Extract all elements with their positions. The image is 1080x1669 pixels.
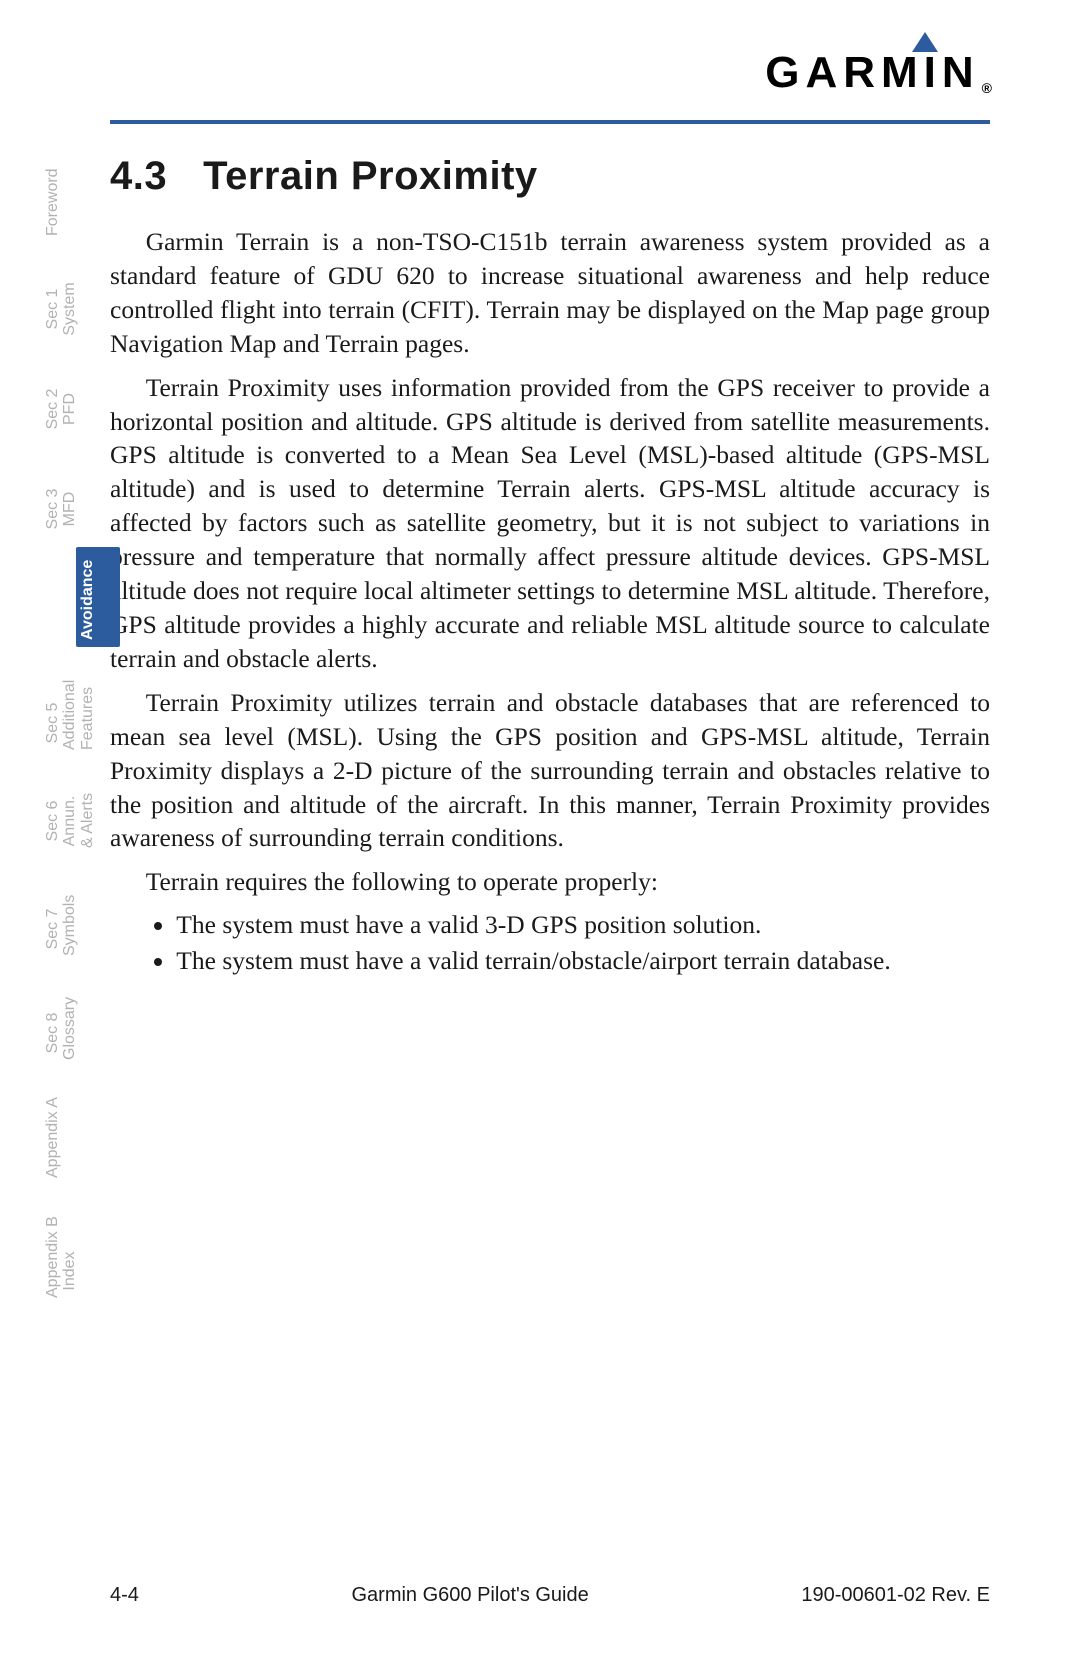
paragraph-2: Terrain Proximity uses information provi… xyxy=(110,371,990,676)
footer-center: Garmin G600 Pilot's Guide xyxy=(351,1584,588,1607)
body-text: Garmin Terrain is a non-TSO-C151b terrai… xyxy=(110,225,990,979)
side-tab-sec-4: Sec 4HazardAvoidance xyxy=(44,586,96,640)
side-tab-index: Foreword Sec 1System Sec 2PFD Sec 3MFD Sec 4… xyxy=(44,150,98,1569)
section-number: 4.3 xyxy=(110,154,167,198)
list-item: The system must have a valid terrain/obs… xyxy=(176,943,990,979)
paragraph-1: Garmin Terrain is a non-TSO-C151b terrai… xyxy=(110,225,990,361)
header-rule xyxy=(110,120,990,124)
side-tab-sec-1: Sec 1System xyxy=(44,282,79,336)
side-tab-foreword: Foreword xyxy=(44,182,61,236)
garmin-triangle-icon xyxy=(912,32,938,52)
side-tab-appendix-b: Appendix BIndex xyxy=(44,1244,79,1298)
side-tab-sec-5: Sec 5AdditionalFeatures xyxy=(44,696,96,750)
paragraph-3: Terrain Proximity utilizes terrain and o… xyxy=(110,686,990,856)
page-footer: 4-4 Garmin G600 Pilot's Guide 190-00601-… xyxy=(110,1584,990,1607)
section-title: Terrain Proximity xyxy=(203,154,538,198)
footer-right: 190-00601-02 Rev. E xyxy=(801,1584,990,1607)
page-header: GARMIN® xyxy=(110,48,990,132)
side-tab-sec-7: Sec 7Symbols xyxy=(44,902,79,956)
side-tab-sec-3: Sec 3MFD xyxy=(44,482,79,536)
section-heading: 4.3 Terrain Proximity xyxy=(110,154,990,199)
document-page: GARMIN® 4.3 Terrain Proximity Garmin Terr… xyxy=(0,0,1080,1669)
side-tab-sec-8: Sec 8Glossary xyxy=(44,1006,79,1060)
garmin-logo: GARMIN® xyxy=(765,48,990,98)
garmin-wordmark: GARMIN xyxy=(765,48,979,98)
side-tab-sec-6: Sec 6Annun.& Alerts xyxy=(44,794,96,848)
requirements-list: The system must have a valid 3-D GPS pos… xyxy=(110,907,990,978)
footer-page-number: 4-4 xyxy=(110,1584,139,1607)
paragraph-4: Terrain requires the following to operat… xyxy=(110,865,990,899)
registered-mark: ® xyxy=(982,80,992,96)
list-item: The system must have a valid 3-D GPS pos… xyxy=(176,907,990,943)
side-tab-sec-2: Sec 2PFD xyxy=(44,382,79,436)
side-tab-appendix-a: Appendix A xyxy=(44,1124,61,1178)
